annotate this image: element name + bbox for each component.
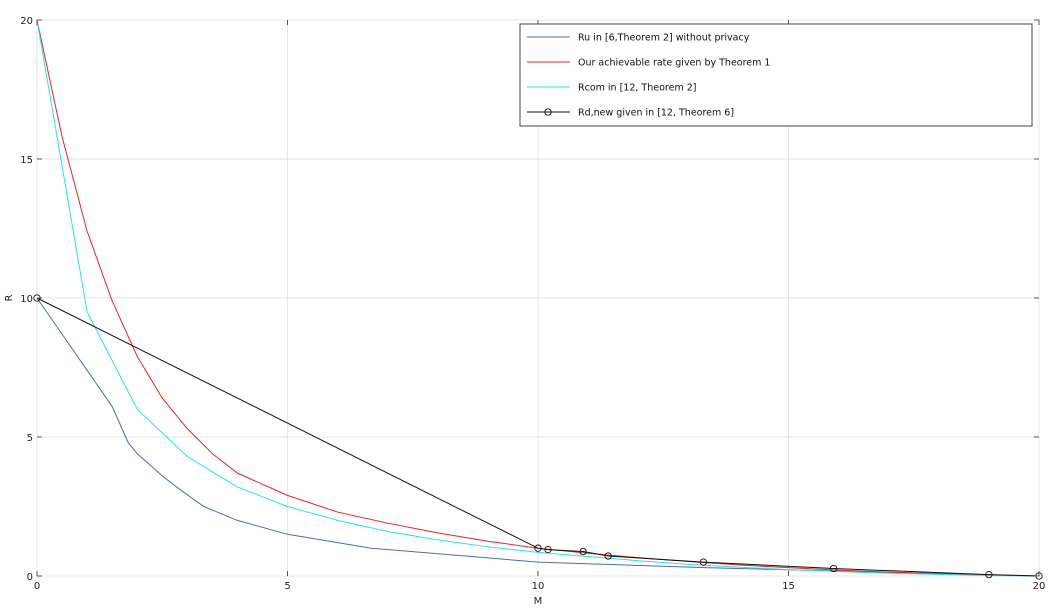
series-layer (33, 19, 1043, 580)
legend: Ru in [6,Theorem 2] without privacy Our a… (519, 23, 1033, 127)
y-tick-label: 5 (27, 433, 33, 444)
series-marker-3 (544, 545, 552, 554)
legend-label-2: Rcom in [12, Theorem 2] (578, 83, 696, 94)
series-marker-3 (699, 558, 707, 566)
legend-label-3: Rd,new given in [12, Theorem 6] (578, 108, 734, 119)
y-tick-label: 10 (20, 294, 33, 305)
legend-label-1: Our achievable rate given by Theorem 1 (578, 58, 770, 69)
series-marker-3 (829, 564, 838, 573)
series-line-1 (36, 19, 1040, 577)
series-marker-3 (985, 570, 993, 579)
series-marker-3 (534, 544, 542, 552)
legend-marker-3 (544, 108, 552, 116)
y-axis-label: R (4, 294, 15, 301)
y-tick-label: 15 (20, 155, 33, 166)
x-axis-label: M (534, 596, 543, 607)
series-marker-3 (604, 552, 612, 560)
y-tick-label: 20 (20, 16, 33, 27)
legend-box (519, 23, 1033, 127)
ticks: 0 5 10 15 20 0 5 10 15 20 (20, 16, 1045, 592)
legend-label-0: Ru in [6,Theorem 2] without privacy (578, 33, 750, 44)
y-tick-label: 0 (27, 572, 33, 583)
series-line-0 (36, 297, 1040, 577)
x-tick-label: 15 (782, 581, 795, 592)
x-tick-label: 5 (284, 581, 290, 592)
series-marker-3 (579, 547, 587, 556)
x-tick-label: 0 (34, 581, 40, 592)
series-line-2 (36, 19, 1040, 577)
x-tick-label: 10 (532, 581, 545, 592)
x-tick-label: 20 (1033, 581, 1046, 592)
